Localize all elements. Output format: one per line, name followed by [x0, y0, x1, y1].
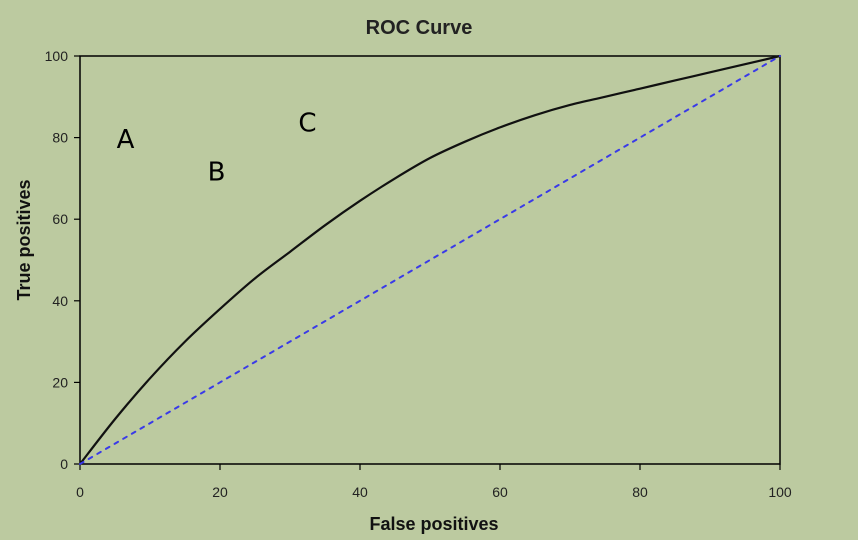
x-tick-label: 20	[212, 484, 228, 500]
y-tick-label: 80	[52, 130, 68, 146]
annotation-label-c: C	[298, 108, 316, 138]
random-classifier-line	[79, 55, 781, 465]
y-axis-ticks: 0 20 40 60 80 100	[45, 48, 80, 472]
annotation-label-a: A	[117, 125, 135, 155]
roc-curve-line	[78, 54, 782, 466]
x-tick-label: 60	[492, 484, 508, 500]
annotation-label-b: B	[208, 157, 226, 187]
x-tick-label: 40	[352, 484, 368, 500]
y-tick-label: 20	[52, 374, 68, 390]
plot-area	[79, 55, 781, 465]
x-axis-label: False positives	[369, 514, 498, 534]
x-tick-label: 100	[768, 484, 792, 500]
y-tick-label: 40	[52, 293, 68, 309]
annotation-layer: A B C	[117, 108, 317, 187]
y-tick-label: 0	[60, 456, 68, 472]
chart-title: ROC Curve	[366, 17, 473, 39]
y-tick-label: 100	[45, 48, 69, 64]
y-axis-label: True positives	[14, 179, 34, 300]
series-layer	[78, 54, 782, 466]
x-tick-label: 0	[76, 484, 84, 500]
y-tick-label: 60	[52, 211, 68, 227]
x-tick-label: 80	[632, 484, 648, 500]
x-axis-ticks: 0 20 40 60 80 100	[76, 464, 792, 500]
